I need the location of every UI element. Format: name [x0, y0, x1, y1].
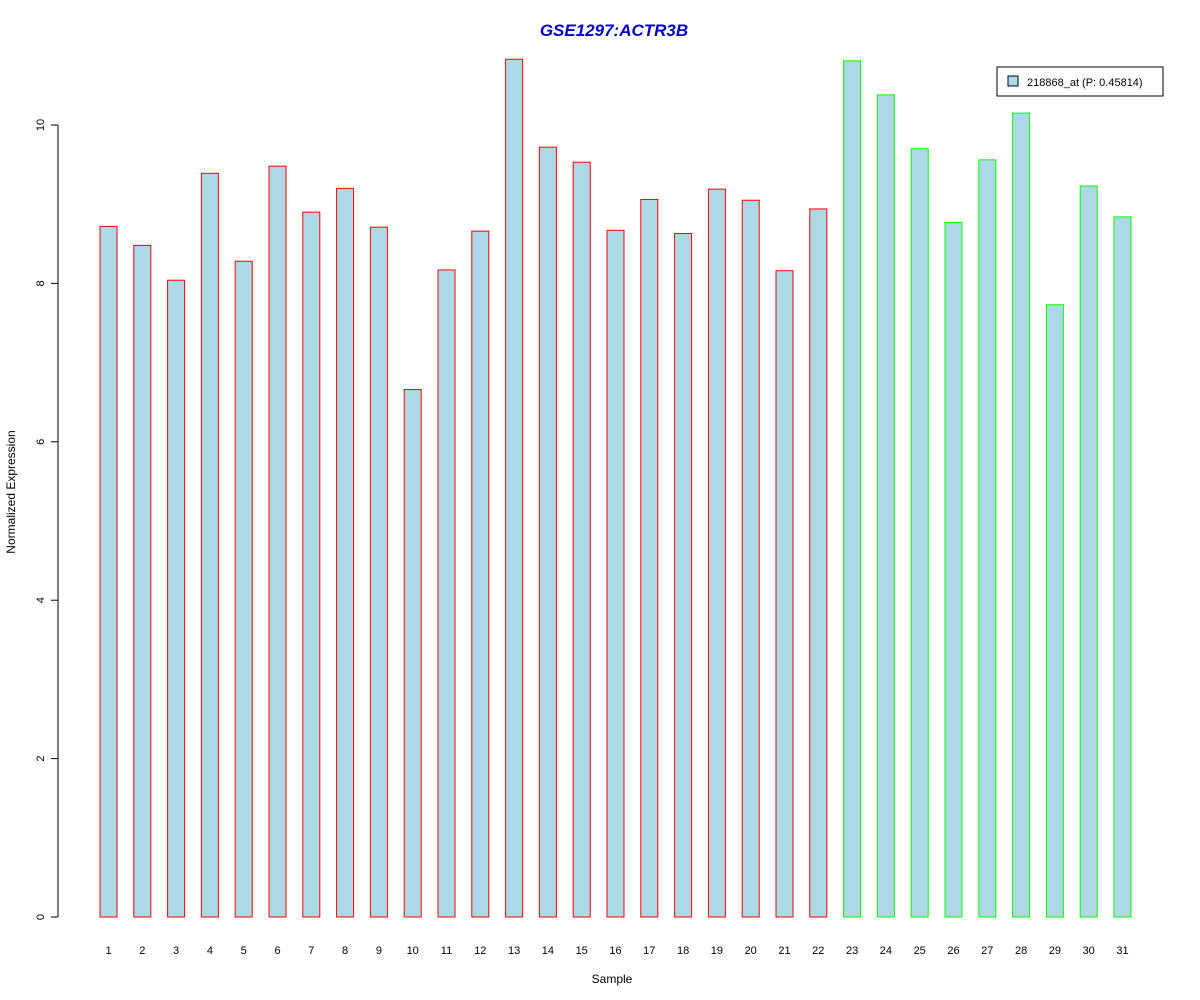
x-tick-label: 9	[376, 945, 382, 957]
chart-title: GSE1297:ACTR3B	[540, 21, 688, 40]
bar	[606, 229, 625, 918]
x-tick-label: 8	[342, 945, 348, 957]
bar	[876, 94, 895, 918]
x-tick-label: 23	[846, 945, 858, 957]
y-tick-label: 8	[35, 280, 47, 286]
y-tick-label: 10	[35, 119, 47, 131]
x-tick-label: 10	[407, 945, 419, 957]
x-tick-label: 22	[812, 945, 824, 957]
bar	[505, 58, 524, 918]
x-tick-label: 16	[609, 945, 621, 957]
x-tick-label: 20	[745, 945, 757, 957]
bar	[268, 165, 287, 918]
bar	[910, 148, 929, 918]
bar	[167, 279, 186, 918]
bar	[99, 225, 118, 918]
x-tick-label: 29	[1049, 945, 1061, 957]
x-tick-label: 31	[1116, 945, 1128, 957]
bar	[538, 146, 557, 918]
y-axis-label: Normalized Expression	[4, 430, 18, 553]
x-tick-label: 17	[643, 945, 655, 957]
bar	[1045, 304, 1064, 918]
bar	[674, 233, 693, 918]
bar	[437, 269, 456, 918]
x-tick-label: 21	[778, 945, 790, 957]
bar	[1079, 185, 1098, 918]
x-tick-label: 12	[474, 945, 486, 957]
x-tick-label: 24	[880, 945, 892, 957]
bar	[133, 244, 152, 918]
bar	[336, 187, 355, 918]
bar	[471, 230, 490, 918]
bar	[403, 389, 422, 918]
bar	[707, 188, 726, 918]
bar	[200, 172, 219, 918]
x-tick-label: 26	[947, 945, 959, 957]
y-tick-label: 6	[35, 439, 47, 445]
bar	[302, 211, 321, 918]
bar	[741, 199, 760, 918]
x-tick-label: 30	[1083, 945, 1095, 957]
bar	[809, 208, 828, 918]
x-axis-label: Sample	[592, 972, 633, 986]
legend-box	[996, 66, 1164, 97]
x-tick-label: 13	[508, 945, 520, 957]
bar	[640, 198, 659, 918]
bar	[572, 161, 591, 918]
bar	[369, 226, 388, 918]
y-axis: 0 2 4 6 8 10	[35, 119, 59, 920]
x-tick-label: 1	[105, 945, 111, 957]
x-tick-label: 11	[441, 945, 452, 957]
bar	[234, 260, 253, 918]
y-tick-label: 2	[35, 756, 47, 762]
x-axis-tick-labels: 1 2 3 4 5 6 7 8 9 10 11 12 13 14 15 16 17 18 19 20 21 22 23 24 2…	[105, 945, 1128, 957]
bar-series	[99, 58, 1132, 918]
x-tick-label: 28	[1015, 945, 1027, 957]
x-tick-label: 3	[173, 945, 179, 957]
x-tick-label: 4	[207, 945, 213, 957]
x-tick-label: 19	[711, 945, 723, 957]
y-tick-label: 4	[35, 597, 47, 603]
legend-label: 218868_at (P: 0.45814)	[1027, 77, 1143, 89]
x-tick-label: 25	[914, 945, 926, 957]
legend: 218868_at (P: 0.45814)	[996, 66, 1164, 97]
bar	[1113, 216, 1132, 918]
legend-swatch	[1007, 75, 1019, 87]
bar	[978, 159, 997, 918]
x-tick-label: 18	[677, 945, 689, 957]
bar	[1012, 112, 1031, 918]
bar	[843, 60, 862, 918]
x-tick-label: 7	[308, 945, 314, 957]
x-tick-label: 6	[274, 945, 280, 957]
y-tick-label: 0	[35, 914, 47, 920]
bar	[775, 270, 794, 918]
x-tick-label: 5	[241, 945, 247, 957]
x-tick-label: 27	[981, 945, 993, 957]
x-tick-label: 14	[542, 945, 554, 957]
bar	[944, 221, 963, 918]
x-tick-label: 15	[576, 945, 588, 957]
x-tick-label: 2	[139, 945, 145, 957]
